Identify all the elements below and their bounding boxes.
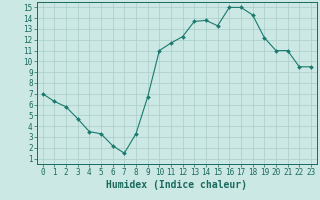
X-axis label: Humidex (Indice chaleur): Humidex (Indice chaleur) — [106, 180, 247, 190]
